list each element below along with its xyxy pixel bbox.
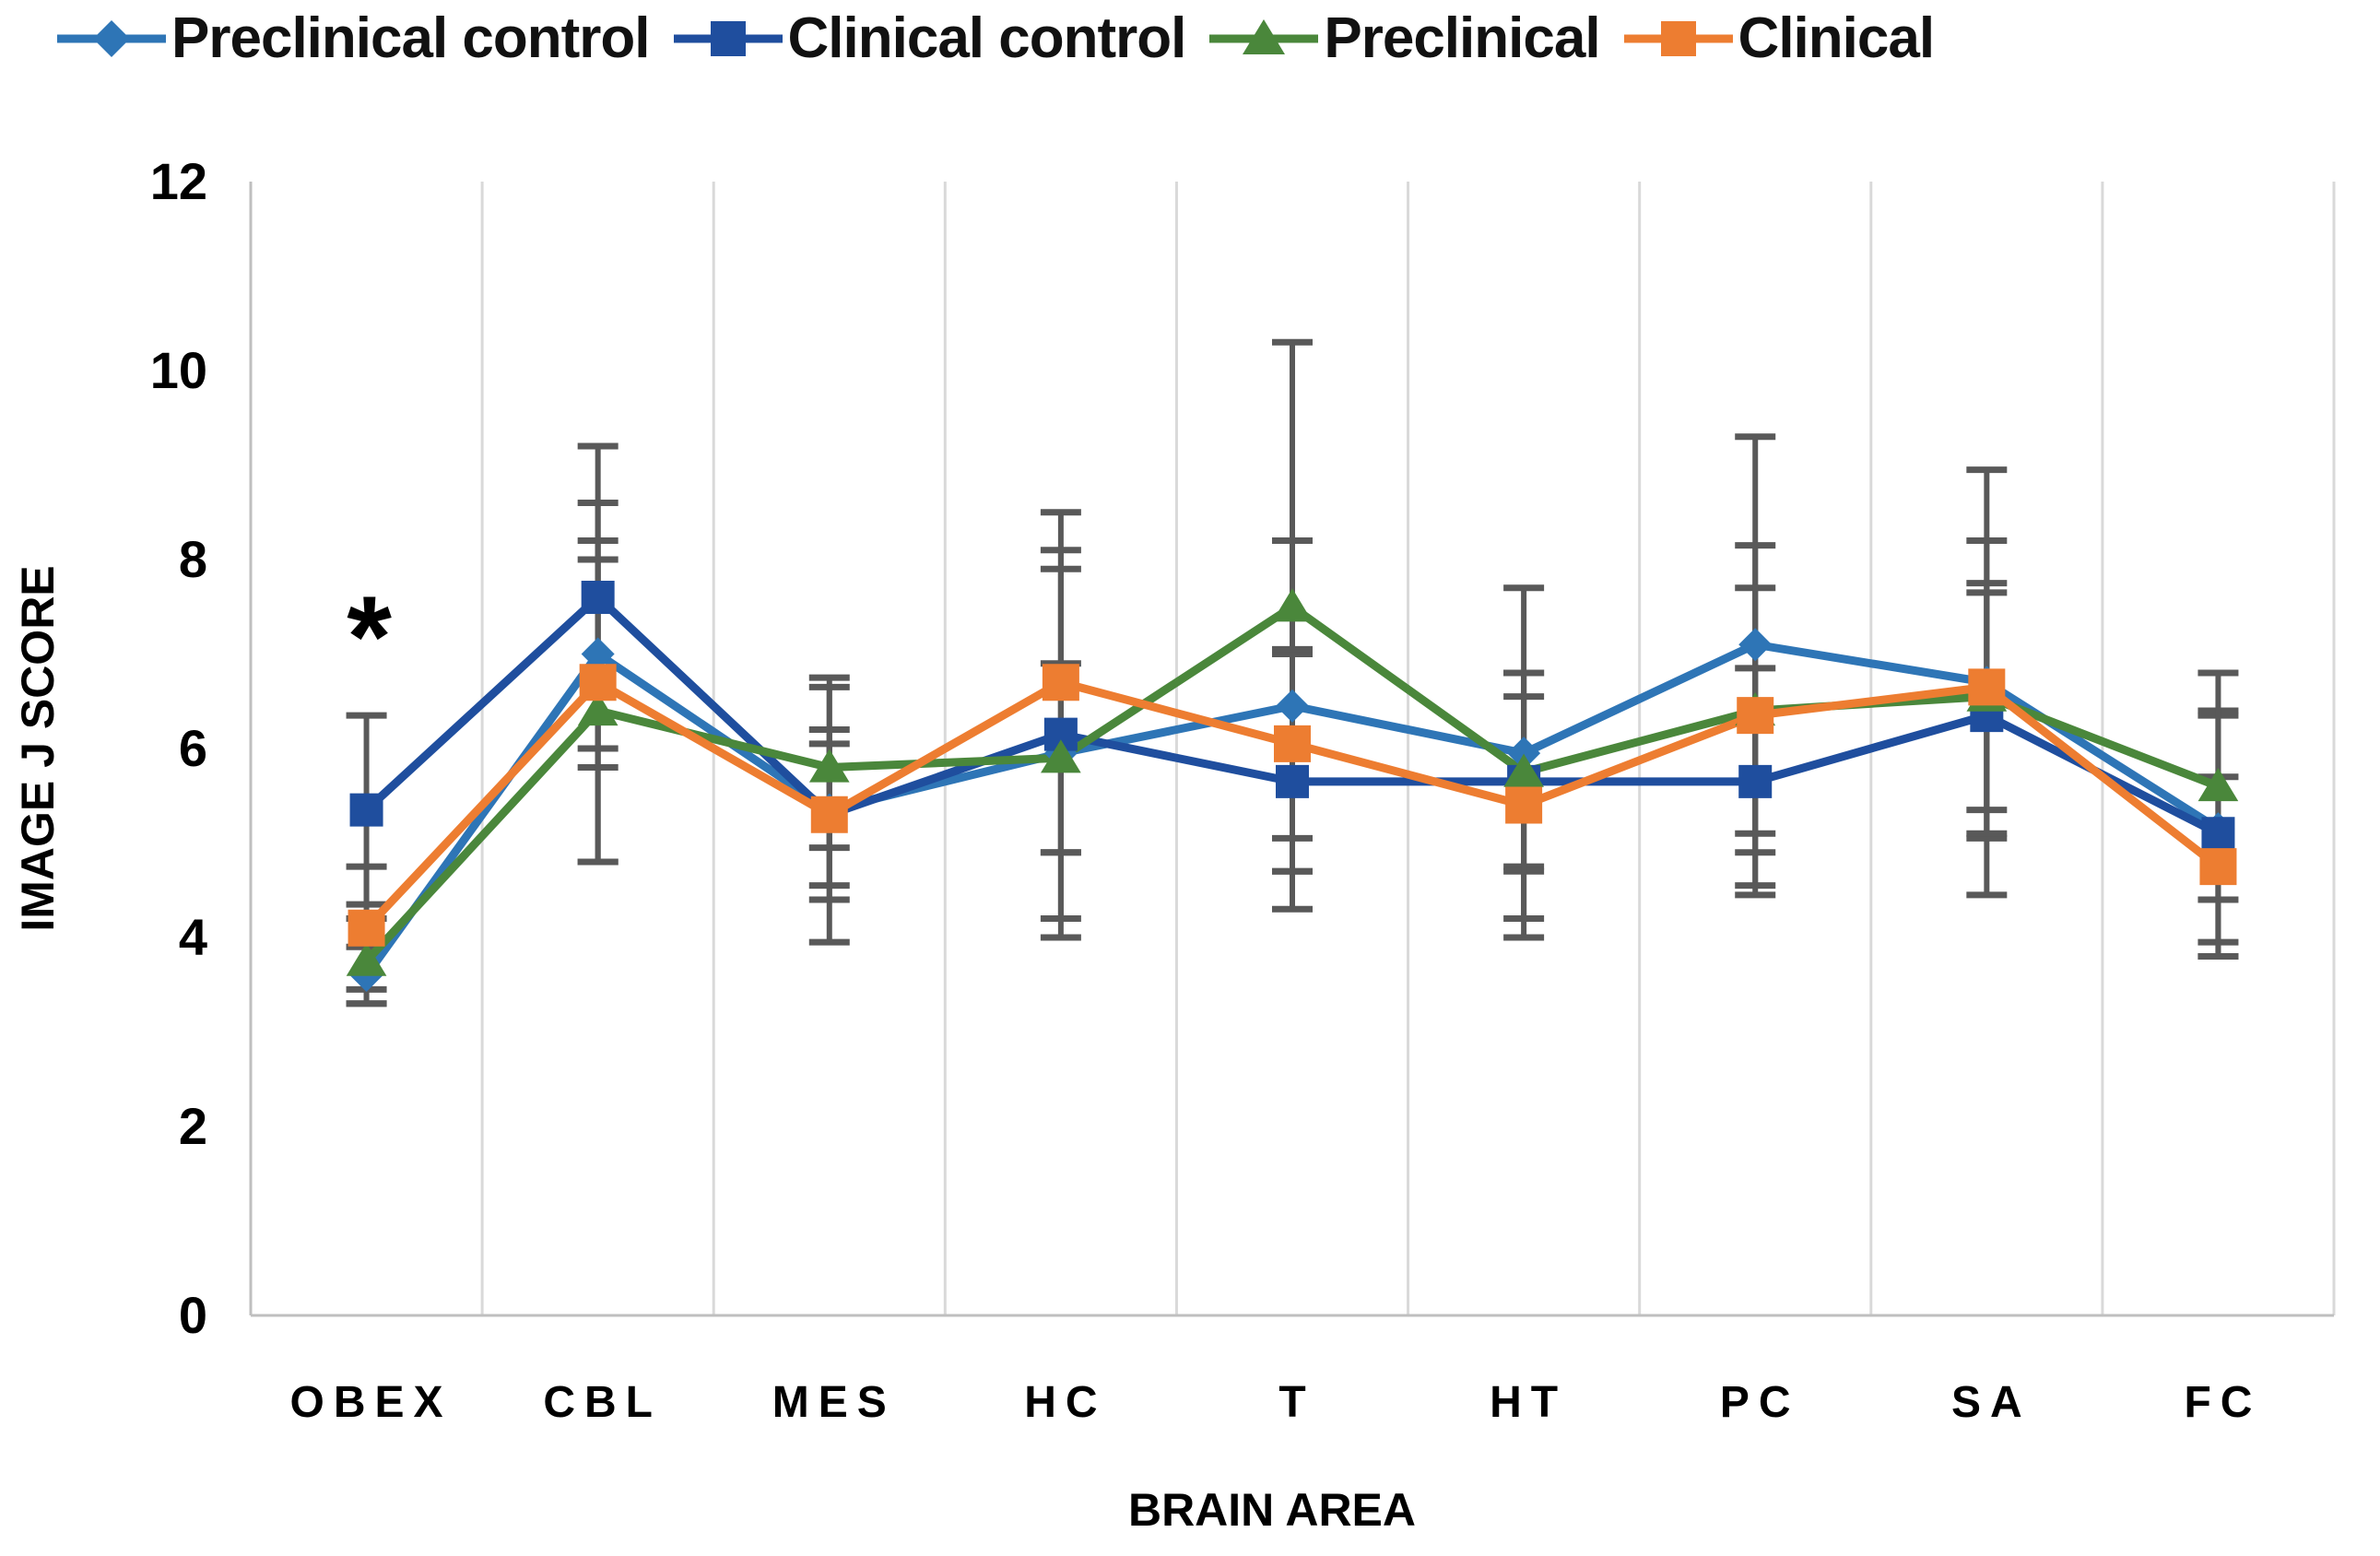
data-point-marker (1503, 753, 1544, 787)
data-point-marker (1041, 739, 1081, 773)
y-tick-label: 6 (179, 719, 207, 777)
data-point-marker (1042, 664, 1079, 701)
y-tick-label: 4 (179, 908, 207, 966)
significance-asterisk: * (347, 573, 392, 701)
legend-item: Clinical control (673, 6, 1187, 71)
data-point-marker (1274, 725, 1311, 762)
data-point-marker (808, 749, 850, 783)
legend-marker-sample (1623, 20, 1733, 56)
data-point-marker (710, 20, 746, 56)
data-point-marker (346, 942, 387, 976)
data-point-marker (579, 664, 617, 701)
legend-marker-sample (673, 20, 783, 56)
data-point-markers (346, 581, 2239, 992)
data-point-marker (1505, 786, 1543, 824)
data-point-marker (93, 19, 130, 57)
y-axis-title: IMAGE J SCORE (12, 565, 64, 931)
legend-item: Preclinical (1209, 6, 1601, 71)
y-tick-label: 12 (150, 152, 207, 210)
y-tick-label: 10 (150, 341, 207, 399)
x-category-label: SA (1951, 1378, 2032, 1427)
data-point-marker (810, 796, 848, 833)
legend-item: Preclinical control (57, 6, 651, 71)
axis-labels: 0 2 4 6 8 10 12 OBEX CBL MES HC T HT PC SA FC (150, 152, 2261, 1427)
x-category-label: MES (772, 1378, 896, 1427)
legend: Preclinical control Clinical control Precl… (57, 6, 1936, 71)
data-point-marker (577, 692, 619, 726)
data-point-marker (1968, 668, 2006, 706)
gridlines (249, 182, 2336, 1317)
legend-item-label: Clinical control (787, 6, 1187, 70)
y-tick-label: 8 (179, 530, 207, 588)
data-point-marker (1243, 18, 1286, 54)
data-point-marker (1738, 628, 1773, 662)
legend-marker-sample (57, 19, 166, 57)
x-category-label: CBL (543, 1378, 662, 1427)
y-tick-label: 0 (179, 1286, 207, 1344)
data-point-marker (581, 581, 615, 614)
y-tick-label: 2 (179, 1097, 207, 1155)
data-point-marker (1737, 697, 1774, 735)
legend-item-label: Preclinical (1324, 6, 1600, 70)
x-category-label: PC (1720, 1378, 1800, 1427)
x-category-label: FC (2184, 1378, 2261, 1427)
data-point-marker (1272, 588, 1313, 622)
data-point-marker (2197, 768, 2239, 802)
x-category-label: HC (1024, 1378, 1106, 1427)
data-point-marker (2199, 848, 2237, 886)
data-point-marker (1738, 764, 1773, 798)
data-point-marker (348, 909, 385, 947)
data-point-marker (1507, 737, 1541, 771)
x-category-label: HT (1490, 1378, 1567, 1427)
x-axis-title: BRAIN AREA (1128, 1484, 1416, 1536)
data-point-marker (1276, 689, 1309, 723)
data-point-marker (1276, 764, 1309, 798)
data-point-marker (2201, 817, 2235, 851)
legend-item-label: Preclinical control (171, 6, 651, 70)
data-point-marker (1660, 20, 1696, 56)
legend-item: Clinical (1623, 6, 1936, 71)
data-point-marker (581, 637, 615, 671)
x-category-label: T (1278, 1378, 1314, 1427)
legend-item-label: Clinical (1738, 6, 1936, 70)
x-category-label: OBEX (290, 1378, 453, 1427)
data-point-marker (349, 793, 383, 827)
legend-marker-sample (1209, 18, 1319, 54)
